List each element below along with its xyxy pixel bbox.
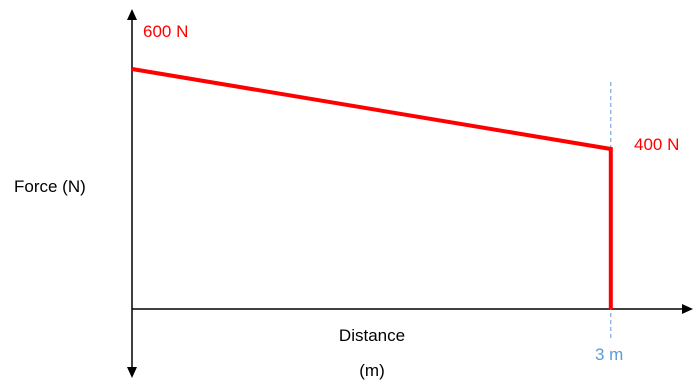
y-axis-arrow-up-icon bbox=[127, 9, 137, 20]
start-value-label: 600 N bbox=[143, 22, 188, 41]
y-axis-arrow-down-icon bbox=[127, 367, 137, 378]
x-axis-label-line1: Distance bbox=[339, 326, 405, 345]
end-x-label: 3 m bbox=[595, 345, 623, 364]
x-axis-label-line2: (m) bbox=[359, 361, 384, 380]
y-axis-label: Force (N) bbox=[14, 177, 86, 196]
x-axis-arrow-right-icon bbox=[682, 304, 693, 314]
end-value-label: 400 N bbox=[634, 135, 679, 154]
force-series-line bbox=[131, 67, 613, 309]
